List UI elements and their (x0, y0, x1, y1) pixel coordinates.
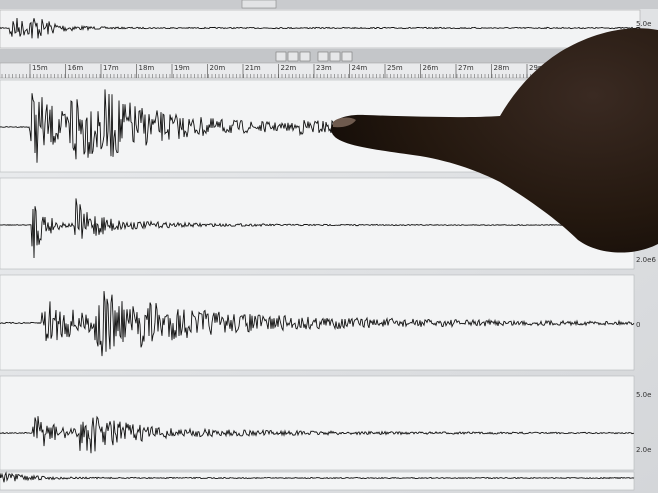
trace-panel (0, 375, 635, 471)
time-label: 23m (316, 64, 332, 72)
fingernail (333, 117, 356, 128)
time-label: 16m (68, 64, 84, 72)
time-label: 24m (352, 64, 368, 72)
amplitude-label: 2.0e6 (636, 256, 656, 264)
toolbar (275, 51, 353, 62)
top-bar (0, 0, 658, 9)
amplitude-label: 0 (636, 321, 640, 329)
time-label: 25m (387, 64, 403, 72)
waveform (0, 415, 634, 454)
tool-button[interactable] (341, 51, 353, 62)
pointing-hand (331, 28, 658, 253)
amplitude-label: 5.0e (636, 391, 651, 399)
time-label: 27m (458, 64, 474, 72)
time-label: 17m (103, 64, 119, 72)
waveform (0, 291, 635, 357)
toolbar-strip (0, 49, 658, 63)
waveform (0, 198, 635, 259)
time-label: 20m (210, 64, 226, 72)
time-label: 15m (32, 64, 48, 72)
tool-button[interactable] (299, 51, 311, 62)
time-label: 22m (281, 64, 297, 72)
waveform (0, 17, 641, 39)
waveform (0, 471, 635, 483)
tool-button[interactable] (275, 51, 287, 62)
trace-panel (0, 471, 635, 491)
amplitude-label: 2.0e (636, 446, 651, 454)
tool-button[interactable] (329, 51, 341, 62)
time-label: 19m (174, 64, 190, 72)
amplitude-labels: 5.0e 2.0e6 0 5.0e 2.0e (636, 20, 656, 454)
trace-panel (0, 274, 635, 371)
time-label: 21m (245, 64, 261, 72)
tool-button[interactable] (287, 51, 299, 62)
time-ruler (0, 62, 658, 79)
toolbar-top (241, 0, 277, 9)
time-label: 18m (139, 64, 155, 72)
waveforms (0, 17, 641, 483)
time-label: 28m (494, 64, 510, 72)
time-label: 26m (423, 64, 439, 72)
panel-top (0, 9, 641, 49)
time-label: 29m (529, 64, 545, 72)
tool-button[interactable] (317, 51, 329, 62)
amplitude-label: 5.0e (636, 20, 651, 28)
